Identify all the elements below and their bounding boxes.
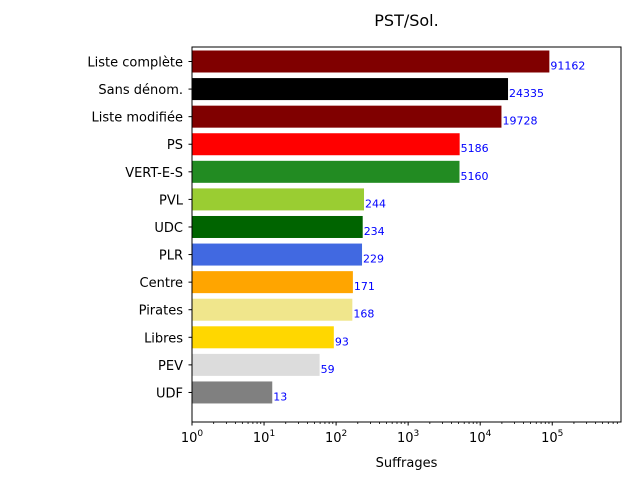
- plot-frame: [191, 46, 622, 423]
- x-axis: 100 101 102 103 104 105: [181, 422, 618, 446]
- category-label: Liste complète: [87, 56, 183, 71]
- x-tick-label: 105: [541, 429, 563, 446]
- x-axis-label: Suffrages: [376, 456, 438, 471]
- category-label: Sans dénom.: [98, 83, 183, 98]
- bar: [192, 215, 363, 238]
- bar-value-label: 5160: [460, 170, 488, 183]
- category-label: Pirates: [139, 304, 184, 319]
- x-tick-label: 104: [469, 429, 492, 446]
- bar-value-label: 91162: [550, 60, 585, 73]
- category-label: VERT-E-S: [125, 166, 183, 181]
- bar-value-label: 59: [321, 363, 335, 376]
- bar: [192, 105, 502, 128]
- bar-value-label: 13: [273, 390, 287, 403]
- bar: [192, 326, 334, 349]
- bar-value-label: 234: [364, 225, 385, 238]
- category-label: Centre: [140, 276, 183, 291]
- category-label: Libres: [144, 331, 183, 346]
- category-label: UDF: [156, 386, 183, 401]
- bar-value-label: 168: [353, 308, 374, 321]
- y-axis: Liste complète Sans dénom. Liste modifiée P…: [87, 56, 192, 401]
- bar: [192, 271, 353, 294]
- value-labels-layer: 91162 24335 19728 5186 5160 244 234 229 171 168 93…: [273, 60, 585, 404]
- category-label: Liste modifiée: [91, 111, 183, 126]
- bar: [192, 353, 320, 376]
- x-tick-label: 103: [397, 429, 419, 446]
- bar-value-label: 229: [363, 253, 384, 266]
- bar-value-label: 24335: [509, 87, 544, 100]
- bar: [192, 188, 365, 211]
- bar: [192, 298, 353, 321]
- bar-value-label: 5186: [461, 142, 489, 155]
- category-label: PVL: [159, 193, 184, 208]
- bar-value-label: 93: [335, 335, 349, 348]
- category-label: PEV: [158, 359, 183, 374]
- bars-layer: [192, 50, 550, 404]
- bar: [192, 381, 273, 404]
- bar: [192, 78, 509, 101]
- x-tick-label: 102: [325, 429, 347, 446]
- bar: [192, 50, 550, 73]
- category-label: PS: [167, 138, 183, 153]
- x-tick-label: 100: [181, 429, 204, 446]
- x-tick-label: 101: [253, 429, 275, 446]
- bar-value-label: 171: [354, 280, 375, 293]
- bar-value-label: 244: [365, 197, 386, 210]
- bar-value-label: 19728: [502, 115, 537, 128]
- bar: [192, 133, 460, 156]
- bar: [192, 160, 460, 183]
- category-label: PLR: [159, 249, 183, 264]
- category-label: UDC: [154, 221, 183, 236]
- chart-title: PST/Sol.: [374, 11, 438, 30]
- bar: [192, 243, 363, 266]
